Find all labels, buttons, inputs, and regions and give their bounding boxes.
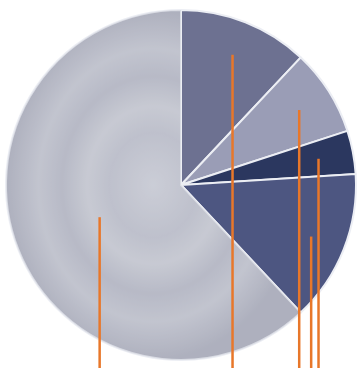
chart [0,0,360,368]
leader-lines [100,55,319,368]
leader-line [317,159,320,368]
leader-line [231,55,234,368]
pie [6,10,356,360]
slice-tint [6,10,301,360]
leader-line [310,237,313,368]
pie-slice [6,10,301,360]
leader-line [298,110,301,368]
leader-line [98,217,101,368]
